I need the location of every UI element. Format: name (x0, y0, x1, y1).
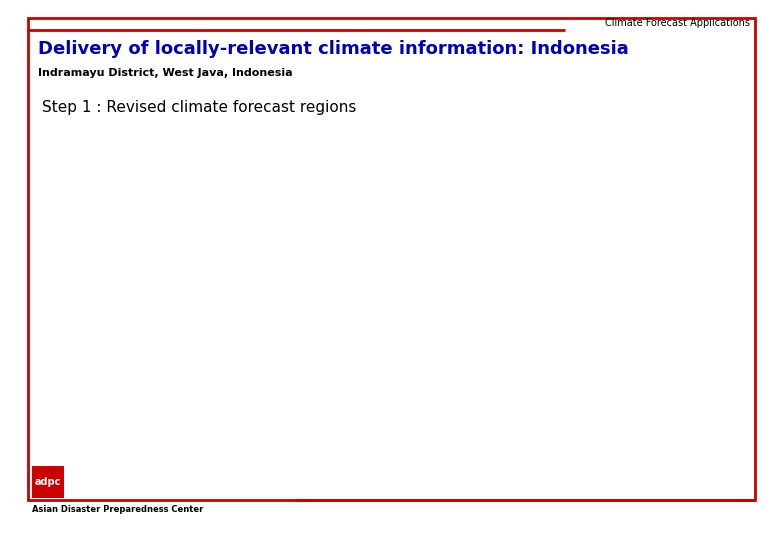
Text: Asian Disaster Preparedness Center: Asian Disaster Preparedness Center (32, 505, 204, 514)
Bar (28, 18, 755, 500)
Text: Climate Forecast Applications: Climate Forecast Applications (605, 18, 750, 28)
Text: Delivery of locally-relevant climate information: Indonesia: Delivery of locally-relevant climate inf… (38, 40, 629, 58)
Bar (32, 466, 64, 498)
Text: Step 1 : Revised climate forecast regions: Step 1 : Revised climate forecast region… (42, 100, 356, 115)
Text: adpc: adpc (35, 477, 61, 487)
Text: Indramayu District, West Java, Indonesia: Indramayu District, West Java, Indonesia (38, 68, 292, 78)
